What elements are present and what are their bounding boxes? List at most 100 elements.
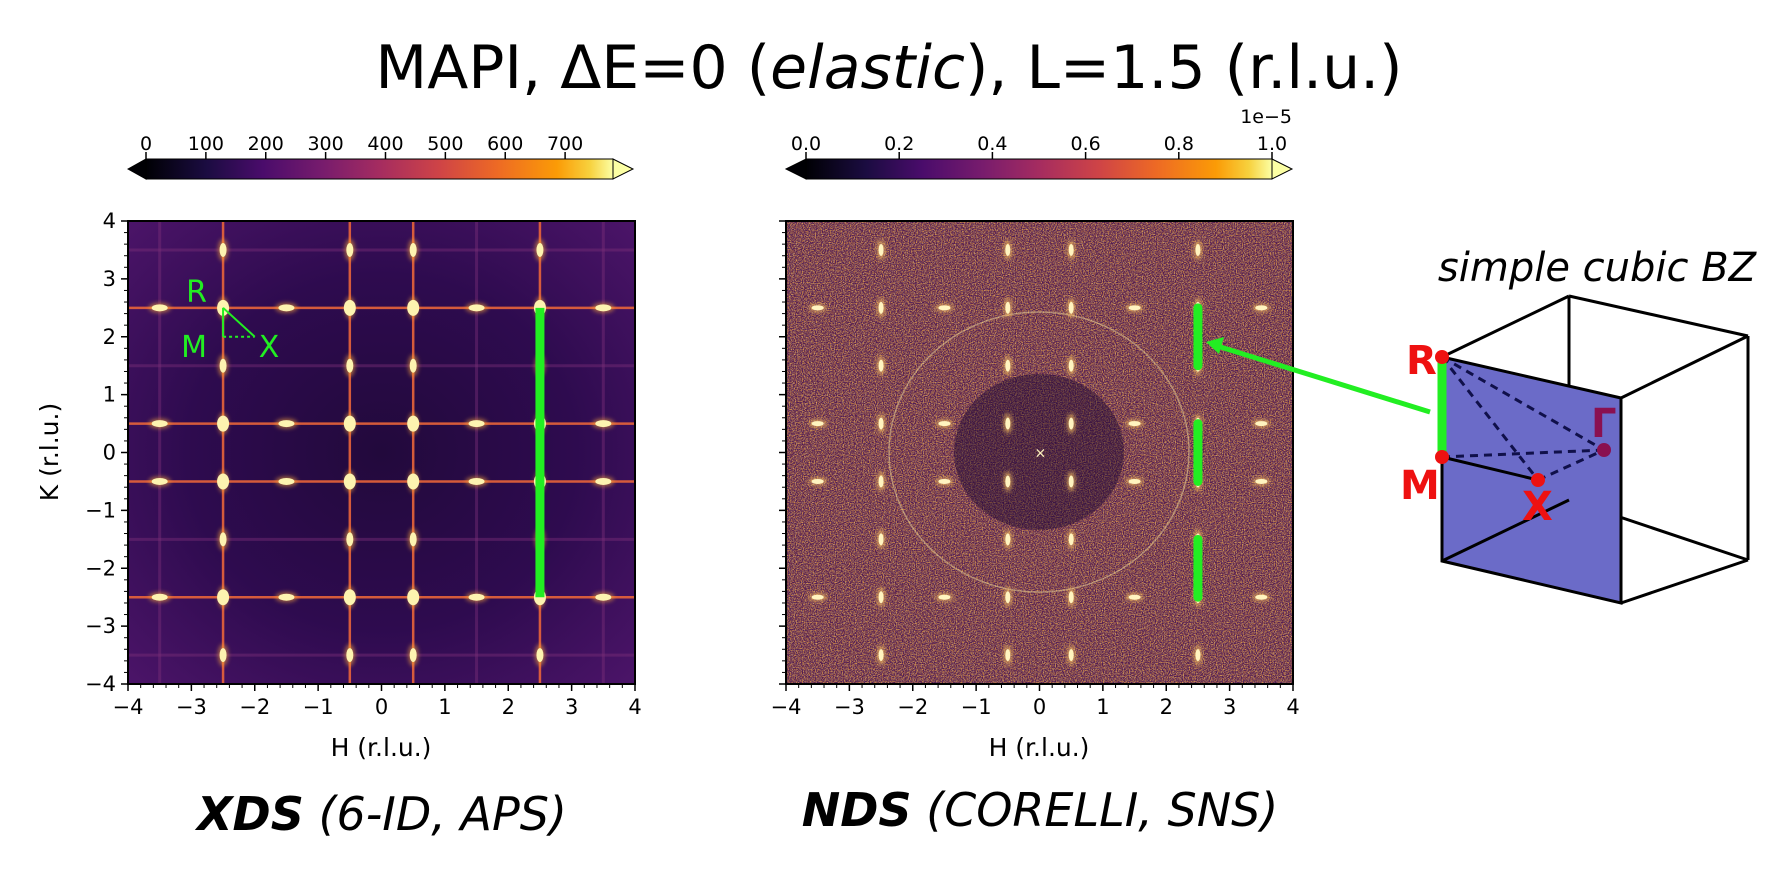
xds-heatmap-background (128, 221, 635, 684)
colorbar-tick-label: 0.6 (1070, 133, 1100, 155)
colorbar-tick-label: 0.0 (791, 133, 821, 155)
xds-bragg-peak (468, 304, 485, 312)
nds-bragg-peak (1195, 243, 1201, 256)
nds-bragg-peak (1068, 243, 1074, 256)
nds-bragg-peak (1068, 359, 1074, 372)
x-tick-label: −1 (961, 695, 992, 719)
colorbar-tick-label: 200 (248, 133, 284, 155)
x-tick-label: 2 (1160, 695, 1173, 719)
xds-bragg-peak (409, 532, 417, 547)
x-tick-label: −3 (176, 695, 207, 719)
xds-bragg-peak (151, 477, 168, 485)
nds-bragg-peak (878, 533, 884, 546)
xds-bragg-peak (278, 477, 295, 485)
nds-bragg-peak (1005, 591, 1011, 604)
xds-annot-label-x: X (259, 330, 280, 365)
bz-label-m: M (1400, 463, 1440, 509)
nds-bragg-peak (1068, 475, 1074, 488)
nds-bragg-peak (1005, 417, 1011, 430)
nds-bragg-peak (1128, 421, 1141, 427)
nds-center-cross: × (1035, 446, 1047, 462)
bz-point-x (1531, 473, 1545, 487)
nds-bragg-peak (1068, 417, 1074, 430)
xds-bragg-peak (343, 299, 356, 316)
y-tick-label: 4 (103, 209, 116, 233)
xds-bragg-peak (346, 242, 354, 257)
xds-bragg-peak (595, 593, 612, 601)
y-tick-label: 0 (103, 441, 116, 465)
bz-label-r: R (1406, 338, 1437, 384)
nds-caption: NDS (CORELLI, SNS) (802, 783, 1279, 837)
colorbar-tick-label: 0.8 (1164, 133, 1194, 155)
xds-bragg-peak (343, 415, 356, 432)
xds-bragg-peak (217, 589, 230, 606)
x-tick-label: −1 (303, 695, 334, 719)
xds-ylabel: K (r.l.u.) (35, 403, 64, 501)
nds-bragg-peak (1005, 301, 1011, 314)
xds-brillouin-annotation: RM X (181, 275, 279, 365)
figure-title: MAPI, ΔE=0 (elastic), L=1.5 (r.l.u.) (375, 33, 1402, 103)
nds-bragg-peak (1005, 243, 1011, 256)
xds-bragg-peak (278, 304, 295, 312)
bz-diagram: simple cubic BZ R M X Γ (1206, 245, 1758, 605)
x-tick-label: −3 (834, 695, 865, 719)
nds-xlabel: H (r.l.u.) (989, 733, 1090, 762)
nds-bragg-peak (878, 649, 884, 662)
nds-bragg-peak (1068, 591, 1074, 604)
x-tick-label: 2 (502, 695, 515, 719)
bz-title: simple cubic BZ (1438, 245, 1758, 291)
xds-annot-label-m: M (181, 330, 207, 365)
y-tick-label: 1 (103, 383, 116, 407)
nds-bragg-peak (1128, 594, 1141, 600)
nds-bragg-peak (878, 475, 884, 488)
bz-point-m (1435, 450, 1449, 464)
xds-bragg-peak (346, 648, 354, 663)
nds-bragg-peak (811, 478, 824, 484)
xds-bragg-peak (407, 415, 420, 432)
xds-bragg-peak (219, 358, 227, 373)
x-tick-label: 4 (1286, 695, 1299, 719)
colorbar-tick-label: 0 (140, 133, 152, 155)
xds-bragg-peak (217, 473, 230, 490)
y-tick-label: 2 (103, 325, 116, 349)
nds-bragg-peak (1005, 475, 1011, 488)
colorbar-tick-label: 700 (547, 133, 583, 155)
nds-bragg-peak (1128, 478, 1141, 484)
nds-bragg-peak (938, 594, 951, 600)
xds-bragg-peak (409, 358, 417, 373)
x-tick-label: 3 (1223, 695, 1236, 719)
xds-bragg-peak (343, 589, 356, 606)
xds-bragg-peak (151, 593, 168, 601)
colorbar-tick-label: 100 (188, 133, 224, 155)
x-tick-label: −4 (113, 695, 144, 719)
bz-pointer-arrow (1213, 342, 1431, 415)
nds-bragg-peak (938, 421, 951, 427)
nds-bragg-peak (1255, 478, 1268, 484)
colorbar-tick-label: 0.2 (884, 133, 914, 155)
xds-bragg-peak (468, 593, 485, 601)
nds-bragg-peak (1128, 305, 1141, 311)
nds-center-dark-region (954, 374, 1124, 530)
x-tick-label: 4 (628, 695, 641, 719)
x-tick-label: 0 (1033, 695, 1046, 719)
y-tick-label: −1 (85, 498, 116, 522)
xds-annot-label-r: R (186, 275, 207, 310)
nds-bragg-peak (1005, 533, 1011, 546)
x-tick-label: 1 (438, 695, 451, 719)
xds-bragg-peak (409, 648, 417, 663)
nds-powder-ring (888, 311, 1190, 593)
bz-point-r (1435, 350, 1449, 364)
xds-bragg-peak (595, 477, 612, 485)
xds-colorbar: 0 100 200 300 400 500 600 700 (126, 133, 635, 180)
nds-bragg-peak (811, 421, 824, 427)
xds-bragg-peak (595, 420, 612, 428)
xds-bragg-peak (151, 420, 168, 428)
nds-noise-layer-bright (786, 221, 1293, 684)
bz-label-gamma: Γ (1591, 401, 1617, 447)
xds-bragg-peak (468, 477, 485, 485)
x-tick-label: −4 (771, 695, 802, 719)
nds-bragg-peak (1068, 649, 1074, 662)
nds-panel: 0.0 0.2 0.4 0.6 0.8 1.0 1e−5 × −4 −3 −2 −1 0 1 2 3 4 … (771, 106, 1300, 837)
nds-bragg-peak (878, 243, 884, 256)
